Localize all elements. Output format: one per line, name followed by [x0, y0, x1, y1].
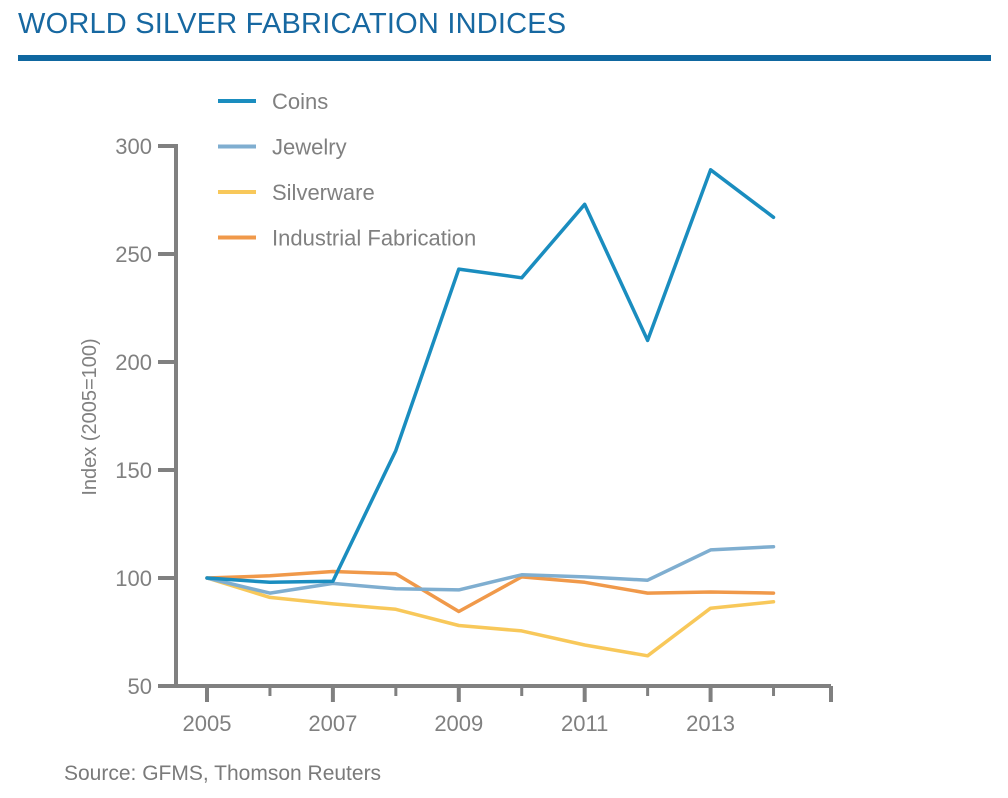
y-tick-label: 200	[115, 350, 152, 375]
y-tick-label: 150	[115, 458, 152, 483]
series-line-jewelry	[205, 544, 776, 595]
series-lines	[205, 168, 776, 658]
y-tick-label: 50	[128, 674, 152, 699]
series-line-silverware	[205, 576, 776, 658]
x-tick-label: 2009	[434, 711, 483, 736]
x-tick-label: 2005	[183, 711, 232, 736]
axes	[174, 144, 833, 702]
x-tick-label: 2011	[561, 711, 608, 736]
legend-label: Industrial Fabrication	[272, 226, 476, 251]
x-tick-label: 2013	[686, 711, 735, 736]
legend: Coins Jewelry Silverware Industrial Fabrica…	[218, 89, 476, 251]
y-tick-label: 100	[115, 566, 152, 591]
legend-label: Coins	[272, 89, 328, 114]
chart-title: WORLD SILVER FABRICATION INDICES	[18, 8, 567, 40]
title-rule	[18, 55, 991, 61]
x-tick-label: 2007	[308, 711, 357, 736]
source-note: Source: GFMS, Thomson Reuters	[64, 762, 382, 785]
series-line-industrial-fabrication	[205, 569, 776, 614]
x-axis-ticks: 2005 2007 2009 2011 2013	[183, 686, 776, 736]
y-axis-ticks: 50 100 150 200 250 300	[115, 134, 176, 699]
legend-label: Jewelry	[272, 135, 347, 160]
legend-label: Silverware	[272, 180, 375, 205]
y-tick-label: 300	[115, 134, 152, 159]
series-line-coins	[205, 168, 776, 585]
y-tick-label: 250	[115, 242, 152, 267]
y-axis-title: Index (2005=100)	[79, 338, 101, 495]
